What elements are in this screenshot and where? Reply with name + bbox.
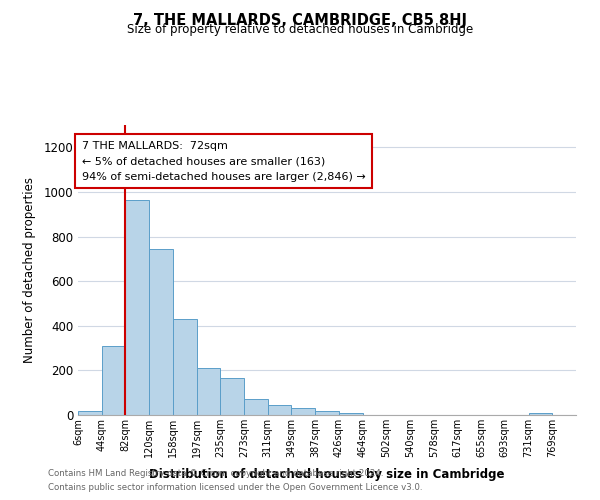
Bar [197,368,220,415]
X-axis label: Distribution of detached houses by size in Cambridge: Distribution of detached houses by size … [149,468,505,481]
Bar [339,413,362,415]
Bar [292,408,315,415]
Text: Contains public sector information licensed under the Open Government Licence v3: Contains public sector information licen… [48,484,422,492]
Bar [529,413,552,415]
Bar [125,200,149,415]
Bar [244,399,268,415]
Text: 7 THE MALLARDS:  72sqm
← 5% of detached houses are smaller (163)
94% of semi-det: 7 THE MALLARDS: 72sqm ← 5% of detached h… [82,140,365,182]
Text: 7, THE MALLARDS, CAMBRIDGE, CB5 8HJ: 7, THE MALLARDS, CAMBRIDGE, CB5 8HJ [133,12,467,28]
Bar [268,404,292,415]
Bar [78,410,102,415]
Bar [102,346,125,415]
Bar [149,249,173,415]
Text: Contains HM Land Registry data © Crown copyright and database right 2024.: Contains HM Land Registry data © Crown c… [48,468,383,477]
Bar [220,378,244,415]
Bar [173,319,197,415]
Y-axis label: Number of detached properties: Number of detached properties [23,177,37,363]
Text: Size of property relative to detached houses in Cambridge: Size of property relative to detached ho… [127,22,473,36]
Bar [315,411,339,415]
